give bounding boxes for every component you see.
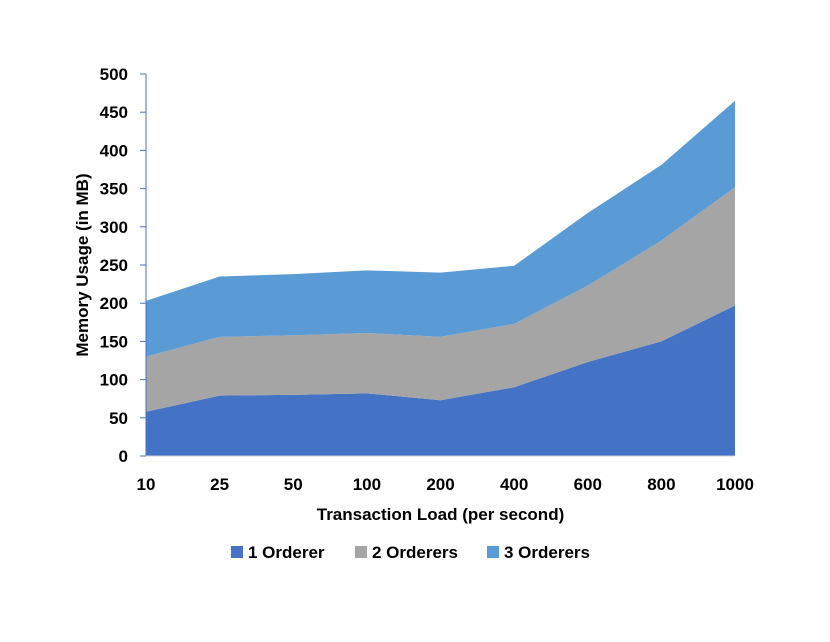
y-tick-label: 400 [100, 141, 128, 160]
legend-swatch-1 [231, 546, 243, 558]
x-tick-label: 10 [137, 475, 156, 494]
x-tick-label: 800 [647, 475, 675, 494]
x-tick-label: 200 [426, 475, 454, 494]
legend: 1 Orderer 2 Orderers 3 Orderers [231, 543, 590, 562]
x-tick-label: 100 [353, 475, 381, 494]
area-series-3 [146, 100, 735, 357]
legend-label-1: 1 Orderer [248, 543, 325, 562]
y-tick-label: 350 [100, 180, 128, 199]
y-axis-title: Memory Usage (in MB) [73, 173, 92, 356]
area-series-1 [146, 305, 735, 456]
y-axis-ticks: 0 50 100 150 200 250 300 350 400 450 500 [100, 65, 146, 466]
y-tick-label: 250 [100, 256, 128, 275]
y-tick-label: 450 [100, 103, 128, 122]
x-tick-label: 600 [574, 475, 602, 494]
x-axis-title: Transaction Load (per second) [317, 505, 565, 524]
legend-label-3: 3 Orderers [504, 543, 590, 562]
y-tick-label: 100 [100, 371, 128, 390]
plot-areas [146, 100, 735, 456]
y-tick-label: 150 [100, 332, 128, 351]
x-axis-ticks: 10 25 50 100 200 400 600 800 1000 [137, 475, 754, 494]
y-tick-label: 500 [100, 65, 128, 84]
y-tick-label: 200 [100, 294, 128, 313]
legend-label-2: 2 Orderers [372, 543, 458, 562]
area-series-2 [146, 187, 735, 412]
x-tick-label: 1000 [716, 475, 754, 494]
y-tick-label: 50 [109, 409, 128, 428]
y-tick-label: 0 [119, 447, 128, 466]
x-tick-label: 25 [210, 475, 229, 494]
legend-swatch-3 [487, 546, 499, 558]
x-tick-label: 400 [500, 475, 528, 494]
y-tick-label: 300 [100, 218, 128, 237]
x-tick-label: 50 [284, 475, 303, 494]
legend-swatch-2 [355, 546, 367, 558]
